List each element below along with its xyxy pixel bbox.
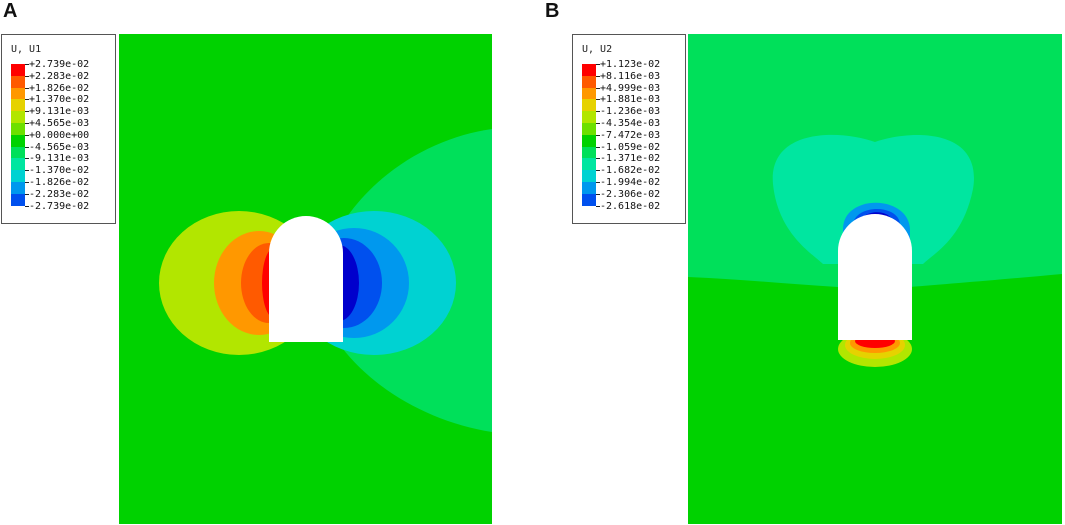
legend-value: -2.618e-02 <box>600 200 661 212</box>
legend-value: -1.682e-02 <box>600 165 661 177</box>
legend-swatch <box>582 158 596 171</box>
legend-swatch <box>582 122 596 135</box>
legend-b: U, U2 +1.123e-02 +8.116e-03 +4.999e-03 +1.8… <box>572 34 686 224</box>
legend-tick <box>596 75 600 77</box>
legend-tick <box>25 181 29 183</box>
legend-tick <box>25 99 29 101</box>
legend-tick <box>596 193 600 195</box>
legend-tick <box>596 122 600 124</box>
legend-tick <box>596 181 600 183</box>
legend-value: -1.371e-02 <box>600 153 661 165</box>
panel-letter-a: A <box>3 0 18 22</box>
legend-value: +1.881e-03 <box>600 94 661 106</box>
legend-tick <box>596 64 600 65</box>
legend-value: -1.236e-03 <box>600 106 661 118</box>
legend-swatch <box>11 122 25 135</box>
legend-value: +4.999e-03 <box>600 82 661 94</box>
legend-swatch <box>582 64 596 76</box>
legend-tick <box>25 134 29 136</box>
legend-value: +0.000e+00 <box>29 129 90 141</box>
legend-tick <box>596 134 600 136</box>
legend-tick <box>596 111 600 113</box>
legend-tick <box>25 122 29 124</box>
legend-value: +4.565e-03 <box>29 117 90 129</box>
legend-value: -9.131e-03 <box>29 153 90 165</box>
legend-value: -2.739e-02 <box>29 200 90 212</box>
legend-tick <box>25 158 29 160</box>
legend-swatch <box>11 111 25 123</box>
legend-swatch <box>582 99 596 112</box>
legend-swatch <box>582 146 596 159</box>
legend-value: -7.472e-03 <box>600 129 661 141</box>
legend-swatch <box>11 146 25 159</box>
legend-title-b: U, U2 <box>582 44 613 55</box>
legend-swatch <box>11 87 25 100</box>
legend-tick <box>25 193 29 195</box>
legend-swatch <box>11 134 25 147</box>
legend-swatch <box>582 170 596 182</box>
tunnel-opening <box>269 216 343 342</box>
legend-value: +2.739e-02 <box>29 59 90 70</box>
legend-swatch <box>11 181 25 194</box>
legend-value: -1.370e-02 <box>29 165 90 177</box>
band-crown-1 <box>772 134 974 264</box>
legend-tick <box>596 170 600 172</box>
tunnel-opening <box>838 214 912 340</box>
legend-tick <box>25 87 29 89</box>
legend-title-a: U, U1 <box>11 44 42 55</box>
legend-swatch <box>582 193 596 206</box>
legend-swatch <box>582 181 596 194</box>
legend-tick <box>596 205 600 207</box>
legend-swatch <box>11 99 25 112</box>
contour-plot-u2 <box>688 34 1062 524</box>
legend-swatch <box>582 87 596 100</box>
legend-tick <box>596 99 600 101</box>
legend-value: +9.131e-03 <box>29 106 90 118</box>
legend-value: -4.354e-03 <box>600 117 661 129</box>
legend-value: -4.565e-03 <box>29 141 90 153</box>
legend-value: +1.826e-02 <box>29 82 90 94</box>
legend-swatch <box>582 75 596 88</box>
legend-value: -2.283e-02 <box>29 188 90 200</box>
legend-value: -1.994e-02 <box>600 176 661 188</box>
legend-swatch <box>11 64 25 76</box>
legend-swatch <box>582 134 596 147</box>
legend-tick <box>25 64 29 65</box>
legend-tick <box>25 75 29 77</box>
legend-swatch <box>582 111 596 123</box>
legend-value: +1.123e-02 <box>600 59 661 70</box>
legend-tick <box>25 111 29 113</box>
legend-tick <box>596 146 600 148</box>
legend-value: +2.283e-02 <box>29 70 90 82</box>
legend-swatch <box>11 193 25 206</box>
legend-swatch <box>11 158 25 171</box>
legend-tick <box>596 87 600 89</box>
legend-tick <box>596 158 600 160</box>
legend-swatch <box>11 75 25 88</box>
legend-value: -2.306e-02 <box>600 188 661 200</box>
panel-letter-b: B <box>545 0 560 22</box>
legend-tick <box>25 146 29 148</box>
legend-value: +1.370e-02 <box>29 94 90 106</box>
legend-value: -1.826e-02 <box>29 176 90 188</box>
legend-value: -1.059e-02 <box>600 141 661 153</box>
contour-plot-u1 <box>119 34 492 524</box>
legend-a: U, U1 +2.739e-02 +2.283e-02 +1.826e-02 +1.3… <box>1 34 116 224</box>
legend-tick <box>25 170 29 172</box>
legend-value: +8.116e-03 <box>600 70 661 82</box>
legend-tick <box>25 205 29 207</box>
legend-swatch <box>11 170 25 182</box>
